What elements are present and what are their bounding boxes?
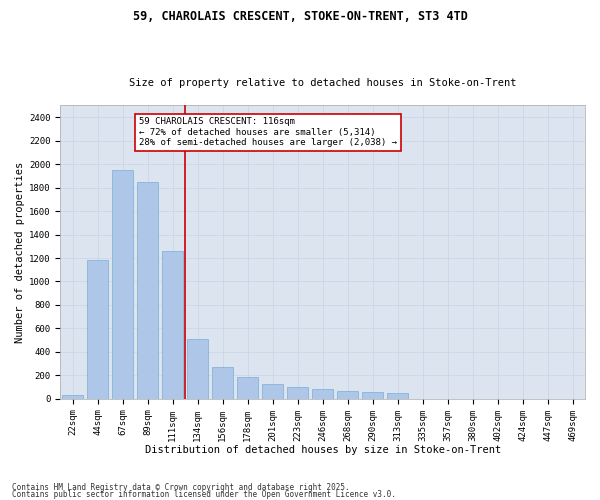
X-axis label: Distribution of detached houses by size in Stoke-on-Trent: Distribution of detached houses by size … — [145, 445, 501, 455]
Bar — [87, 260, 109, 399]
Text: Contains HM Land Registry data © Crown copyright and database right 2025.: Contains HM Land Registry data © Crown c… — [12, 484, 350, 492]
Title: Size of property relative to detached houses in Stoke-on-Trent: Size of property relative to detached ho… — [129, 78, 517, 88]
Bar — [287, 387, 308, 399]
Bar — [137, 182, 158, 399]
Bar — [337, 390, 358, 399]
Bar — [387, 393, 408, 399]
Text: 59, CHAROLAIS CRESCENT, STOKE-ON-TRENT, ST3 4TD: 59, CHAROLAIS CRESCENT, STOKE-ON-TRENT, … — [133, 10, 467, 23]
Text: Contains public sector information licensed under the Open Government Licence v3: Contains public sector information licen… — [12, 490, 396, 499]
Bar — [212, 367, 233, 399]
Bar — [362, 392, 383, 399]
Text: 59 CHAROLAIS CRESCENT: 116sqm
← 72% of detached houses are smaller (5,314)
28% o: 59 CHAROLAIS CRESCENT: 116sqm ← 72% of d… — [139, 117, 397, 147]
Bar — [62, 396, 83, 399]
Y-axis label: Number of detached properties: Number of detached properties — [15, 162, 25, 343]
Bar — [112, 170, 133, 399]
Bar — [187, 339, 208, 399]
Bar — [312, 389, 334, 399]
Bar — [262, 384, 283, 399]
Bar — [237, 376, 259, 399]
Bar — [162, 251, 184, 399]
